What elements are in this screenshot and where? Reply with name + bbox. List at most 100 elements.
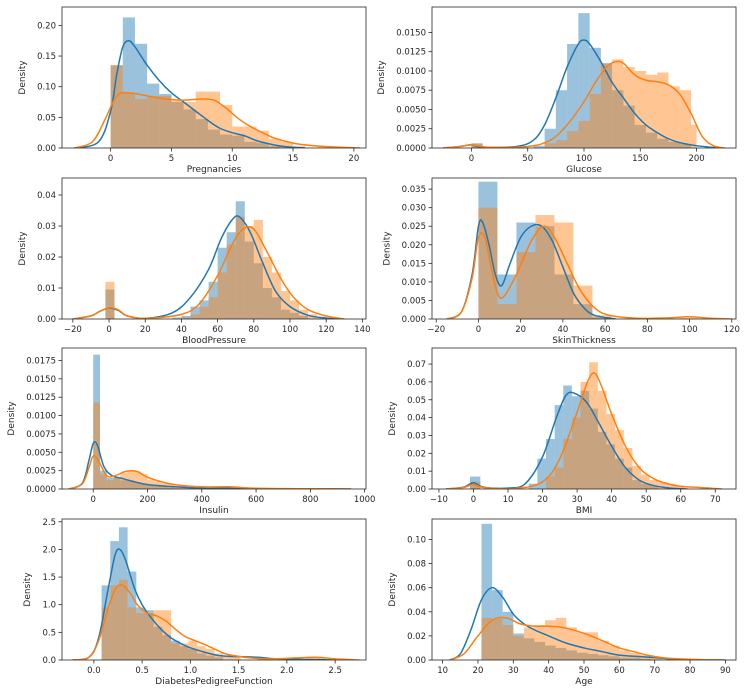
histogram-bar [634, 124, 646, 148]
x-tick-label: 40 [606, 495, 617, 505]
histogram-bar [232, 126, 245, 148]
histogram-bar [179, 646, 189, 660]
y-tick-label: 0.02 [37, 253, 56, 263]
histogram-bar [589, 408, 598, 489]
histogram-bar [171, 643, 180, 660]
y-tick-label: 1.0 [42, 601, 56, 611]
x-tick-label: 100 [681, 325, 697, 335]
x-tick-label: 800 [302, 495, 318, 505]
histogram-bar [214, 657, 224, 660]
histogram-bar [492, 619, 503, 660]
y-tick-label: 0.0000 [26, 485, 56, 495]
histogram-bar [533, 145, 545, 148]
histogram-bar [478, 207, 498, 319]
histogram-bar [159, 95, 172, 148]
y-tick-label: 0.02 [407, 449, 426, 459]
histogram-bar [101, 585, 111, 660]
kde-line [446, 225, 732, 319]
y-tick-label: 2.5 [42, 518, 56, 528]
axes-frame [431, 347, 737, 490]
x-tick-label: 50 [579, 666, 590, 676]
kde-line [73, 39, 306, 148]
y-tick-label: 0.08 [407, 560, 426, 570]
histogram-bar [183, 102, 196, 148]
histogram-bar [657, 138, 669, 148]
histogram-bar [580, 390, 590, 489]
y-tick-label: 0.5 [42, 628, 56, 638]
histogram-bar [578, 121, 590, 148]
y-tick-label: 0.0125 [396, 48, 426, 58]
histogram-bar [195, 119, 208, 148]
y-tick-label: 0.00 [407, 656, 426, 666]
histogram-bar [649, 485, 659, 489]
x-tick-label: 30 [508, 666, 519, 676]
histogram-bar [597, 390, 607, 489]
histogram-bar [546, 439, 555, 489]
histogram-bar [127, 480, 134, 489]
x-tick-label: 20 [515, 325, 526, 335]
histogram-bar [208, 297, 218, 319]
x-tick-label: 15 [288, 154, 299, 164]
histogram-bar [690, 124, 697, 148]
histogram-bar [513, 635, 524, 660]
histogram-bar [623, 447, 633, 489]
histogram-bar [262, 257, 272, 319]
y-tick-label: 0.015 [402, 259, 426, 269]
histogram-bar [140, 474, 148, 489]
histogram-bar [317, 146, 330, 148]
y-axis-label: Density [388, 401, 398, 436]
histogram-bar [513, 633, 524, 660]
x-tick-label: 80 [248, 325, 259, 335]
histogram-bar [641, 483, 650, 489]
y-tick-label: 0.01 [37, 284, 56, 294]
histogram-bar [668, 86, 680, 148]
histogram-bar [256, 143, 269, 148]
y-tick-label: 0.00 [37, 315, 56, 325]
y-tick-label: 0.0100 [26, 412, 56, 422]
x-tick-label: 80 [642, 325, 653, 335]
histogram-bar [217, 247, 227, 319]
x-axis-label: BloodPressure [182, 336, 246, 346]
histogram-bar [600, 63, 613, 148]
histogram-bar [589, 47, 601, 148]
histogram-bar [147, 83, 160, 148]
histogram-bar [197, 653, 206, 660]
histogram-bar [554, 467, 564, 489]
histogram-bar [544, 128, 556, 148]
histogram-bar [629, 657, 641, 660]
y-tick-label: 0.0175 [26, 356, 56, 366]
y-axis-label: Density [377, 60, 387, 95]
kde-line [72, 548, 336, 660]
y-tick-label: 0.010 [402, 278, 426, 288]
histogram-bar [153, 626, 163, 660]
histogram-bar [232, 135, 245, 148]
histogram-bar [299, 315, 309, 319]
histogram-bar [181, 315, 191, 319]
histogram-bar [634, 70, 646, 148]
x-axis-label: BMI [576, 506, 593, 516]
histogram-bar [244, 226, 254, 319]
y-tick-label: 0.0150 [26, 375, 56, 385]
plot-area [445, 362, 723, 489]
histogram-bar [147, 95, 160, 148]
histogram-bar [100, 474, 107, 489]
y-tick-label: 0.05 [407, 396, 426, 406]
x-tick-label: 40 [176, 325, 187, 335]
x-tick-label: 600 [248, 495, 264, 505]
histogram-bar [571, 417, 581, 489]
histogram-bar [555, 140, 568, 148]
histogram-bar [537, 458, 546, 489]
x-tick-label: 5 [169, 154, 174, 164]
histogram-bar [578, 13, 590, 148]
histogram-bar [523, 638, 535, 660]
x-tick-label: 100 [576, 154, 592, 164]
x-tick-label: 20 [537, 495, 548, 505]
histogram-bar [666, 483, 676, 489]
y-tick-label: 0.15 [37, 52, 56, 62]
histogram-bar [544, 143, 556, 148]
histogram-bar [101, 607, 111, 660]
histogram-bar [147, 485, 155, 489]
subplot-diabetespedigreefunction: 0.0 0.5 1.0 1.5 2.0 2.5 0.0 0.5 1.0 1.5 2.0 2.5 Diab… [23, 518, 367, 687]
histogram-bar [110, 585, 119, 660]
axes-frame [61, 177, 367, 320]
